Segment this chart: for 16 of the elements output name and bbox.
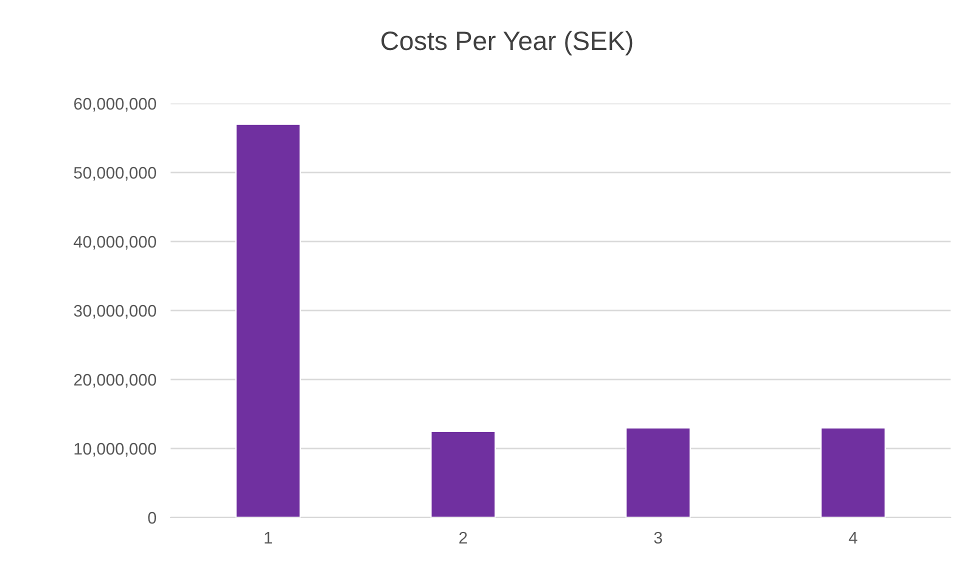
x-tick-label: 1: [264, 532, 272, 544]
chart-title: Costs Per Year (SEK): [381, 30, 632, 56]
x-tick-label: 2: [459, 532, 467, 544]
y-tick-label: 60,000,000: [74, 98, 156, 112]
x-tick-label: 3: [654, 532, 662, 544]
y-tick-label: 30,000,000: [74, 304, 156, 319]
bar: [235, 124, 301, 518]
bar: [820, 427, 886, 518]
y-tick-label: 50,000,000: [74, 166, 156, 181]
y-tick-label: 10,000,000: [74, 442, 156, 457]
y-tick-label: 40,000,000: [74, 236, 156, 250]
bar: [625, 427, 691, 518]
y-tick-label: 20,000,000: [74, 374, 156, 388]
x-tick-label: 4: [848, 532, 858, 544]
bar: [430, 430, 496, 518]
y-tick-label: 0: [148, 512, 156, 524]
